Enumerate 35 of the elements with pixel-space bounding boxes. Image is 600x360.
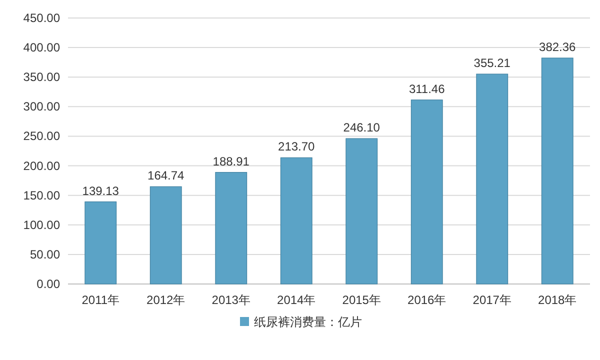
y-tick-label: 50.00 <box>30 247 60 262</box>
text: 188.91 <box>212 154 250 168</box>
bar <box>476 74 508 284</box>
y-tick-label: 400.00 <box>23 40 60 55</box>
y-tick-label: 300.00 <box>23 100 60 114</box>
text: 164.74 <box>148 168 184 183</box>
y-tick-label: 350.00 <box>23 70 60 84</box>
y-tick-label: 200.00 <box>23 158 60 173</box>
y-tick-label: 100.00 <box>23 218 60 232</box>
x-tick-label: 2014年 <box>277 293 316 307</box>
bar <box>346 138 378 284</box>
bar <box>410 100 443 284</box>
bar <box>150 186 182 284</box>
y-tick-label: 450.00 <box>23 11 60 25</box>
y-tick-label: 150.00 <box>23 188 60 202</box>
x-tick-label: 2013年 <box>212 293 250 307</box>
bar <box>280 157 312 284</box>
y-tick-label: 250.00 <box>23 129 60 144</box>
text: 311.46 <box>408 82 445 96</box>
x-tick-label: 2011年 <box>82 293 120 307</box>
text: 246.10 <box>343 120 380 135</box>
legend-label: 纸尿裤消费量：亿片 <box>254 315 362 329</box>
text: 139.13 <box>82 184 119 198</box>
x-tick-label: 2018年 <box>538 293 577 307</box>
bar <box>215 172 248 284</box>
y-tick-label: 0.00 <box>36 277 60 291</box>
text: 213.70 <box>278 140 315 154</box>
x-tick-label: 2017年 <box>472 293 512 307</box>
text: 382.36 <box>539 40 576 54</box>
text: 355.21 <box>474 56 510 70</box>
x-tick-label: 2015年 <box>342 293 381 307</box>
bar <box>84 201 117 284</box>
x-tick-label: 2012年 <box>146 293 186 307</box>
x-tick-label: 2016年 <box>408 293 446 307</box>
bar <box>541 58 574 284</box>
